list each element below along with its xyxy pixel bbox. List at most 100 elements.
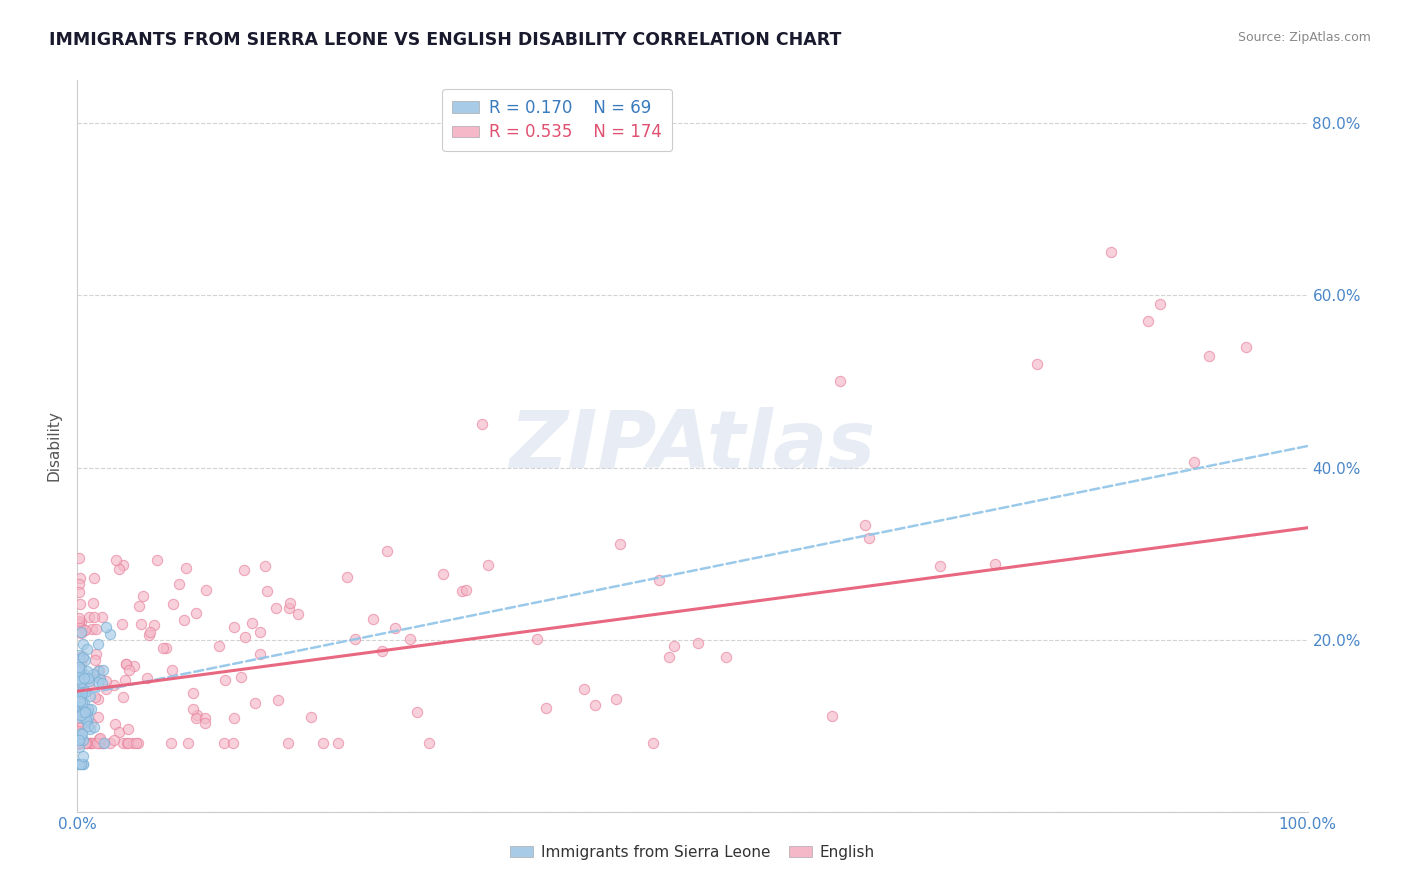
Point xyxy=(69,700,91,714)
Legend: Immigrants from Sierra Leone, English: Immigrants from Sierra Leone, English xyxy=(505,839,880,866)
Point xyxy=(67,736,90,750)
Point xyxy=(194,715,217,730)
Point xyxy=(370,644,392,658)
Point xyxy=(67,736,90,750)
Point xyxy=(1182,455,1205,469)
Point xyxy=(70,727,93,741)
Point xyxy=(67,683,90,698)
Point xyxy=(181,702,204,716)
Point xyxy=(648,574,671,588)
Point xyxy=(249,647,271,661)
Point xyxy=(240,616,263,631)
Point xyxy=(69,694,91,708)
Point xyxy=(69,597,91,611)
Point xyxy=(67,723,90,738)
Point xyxy=(121,736,143,750)
Point xyxy=(67,585,90,599)
Point xyxy=(855,518,877,533)
Point xyxy=(80,715,103,730)
Point xyxy=(177,736,200,750)
Point xyxy=(118,663,141,677)
Point xyxy=(79,610,101,624)
Point xyxy=(72,732,94,747)
Point xyxy=(83,653,105,667)
Point xyxy=(67,550,90,565)
Point xyxy=(128,599,150,613)
Point xyxy=(80,702,103,716)
Point xyxy=(605,692,627,706)
Point xyxy=(343,632,366,647)
Point xyxy=(75,736,97,750)
Point xyxy=(98,627,121,641)
Point xyxy=(1099,245,1122,260)
Point xyxy=(76,705,98,719)
Point xyxy=(75,653,97,667)
Point xyxy=(67,707,90,722)
Point xyxy=(69,625,91,640)
Point xyxy=(70,625,93,640)
Point xyxy=(70,696,93,710)
Point xyxy=(79,722,101,736)
Point xyxy=(77,673,100,688)
Point xyxy=(73,706,96,720)
Point xyxy=(1149,297,1171,311)
Point xyxy=(77,671,100,685)
Point xyxy=(1026,357,1049,371)
Point xyxy=(471,417,494,432)
Point xyxy=(233,563,256,577)
Point xyxy=(72,649,94,664)
Point xyxy=(87,663,110,677)
Point xyxy=(122,659,145,673)
Point xyxy=(67,757,90,772)
Point xyxy=(67,678,90,692)
Point xyxy=(686,636,709,650)
Point xyxy=(574,682,596,697)
Point xyxy=(299,710,322,724)
Point xyxy=(67,690,90,704)
Point xyxy=(287,607,309,621)
Point xyxy=(70,726,93,740)
Point xyxy=(72,757,94,772)
Point xyxy=(111,616,134,631)
Point xyxy=(91,610,114,624)
Point xyxy=(143,617,166,632)
Point xyxy=(361,612,384,626)
Point xyxy=(160,736,183,750)
Point xyxy=(70,675,93,690)
Point xyxy=(69,710,91,724)
Point xyxy=(254,558,277,573)
Point xyxy=(67,660,90,674)
Point xyxy=(67,611,90,625)
Point xyxy=(70,698,93,713)
Point xyxy=(72,623,94,637)
Point xyxy=(82,596,104,610)
Point xyxy=(67,680,90,694)
Point xyxy=(233,631,256,645)
Point xyxy=(86,736,108,750)
Point xyxy=(67,704,90,718)
Point xyxy=(91,736,114,750)
Point xyxy=(114,657,136,671)
Point xyxy=(1136,314,1159,328)
Point xyxy=(222,710,245,724)
Point xyxy=(658,649,681,664)
Point xyxy=(87,664,110,678)
Point xyxy=(69,708,91,723)
Point xyxy=(83,720,105,734)
Point xyxy=(70,731,93,745)
Point xyxy=(93,736,115,750)
Point xyxy=(222,620,245,634)
Point xyxy=(266,693,288,707)
Point xyxy=(75,736,97,750)
Point xyxy=(1198,349,1220,363)
Point xyxy=(716,650,738,665)
Point xyxy=(67,733,90,747)
Point xyxy=(405,705,427,719)
Point xyxy=(264,600,287,615)
Point xyxy=(87,668,110,682)
Point xyxy=(89,673,111,687)
Point xyxy=(69,571,91,585)
Point xyxy=(184,711,207,725)
Point xyxy=(155,640,177,655)
Point xyxy=(72,704,94,718)
